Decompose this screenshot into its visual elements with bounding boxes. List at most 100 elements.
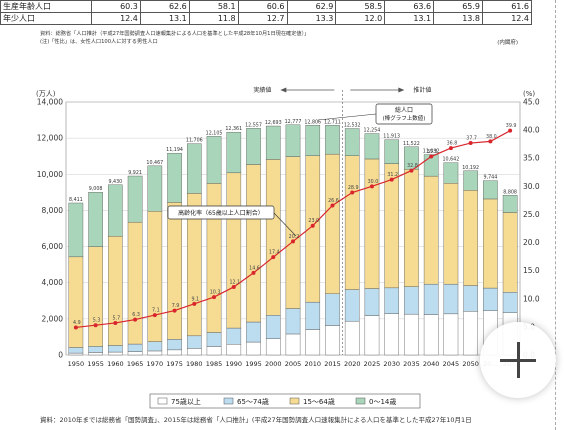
aging-rate-point [152,313,157,318]
bar-segment [285,308,301,335]
bar-segment [443,313,459,356]
legend-label: 0～14歳 [369,397,396,406]
footnote: 資料：2010年までは総務省「国勢調査」、2015年は総務省「人口推計」(平成2… [40,416,472,424]
aging-rate-point [93,323,98,328]
bar-segment [88,192,103,247]
sex-ratio-note: (注)「性比」は、女性人口100人に対する男性人口 [40,39,158,45]
aging-rate-label: 23.0 [308,218,319,224]
total-label: 12,711 [324,119,341,125]
total-label: 9,008 [89,186,103,192]
aging-rate-point [212,295,217,300]
aging-rate-label: 5.7 [113,315,121,321]
bar-segment [226,344,242,356]
zoom-in-button[interactable] [480,322,556,398]
bar-segment [147,211,163,342]
x-tick-label: 1975 [166,360,183,368]
bar-segment [88,352,103,356]
x-tick-label: 1950 [68,360,85,368]
aging-rate-label: 4.9 [73,320,81,326]
aging-rate-label: 7.9 [172,303,180,309]
aging-rate-point [409,168,414,173]
bar-segment [265,315,281,339]
x-tick-label: 2005 [285,360,302,368]
bar-segment [423,314,439,356]
legend-label: 65～74歳 [237,397,269,406]
left-tick-label: 0 [58,351,63,360]
total-callout-sub: (棒グラフ上数値) [383,114,426,122]
actual-label: 実績値 [253,86,271,94]
x-tick-label: 2040 [423,360,440,368]
aging-rate-point [429,154,434,159]
table-cell: 12.7 [237,12,288,25]
bar-segment [344,155,360,290]
left-tick-label: 2,000 [42,314,64,323]
aging-rate-label: 30.0 [368,179,379,185]
total-label: 12,557 [245,122,262,128]
bar-segment [127,351,143,356]
bar-segment [265,159,281,316]
x-tick-label: 2025 [364,360,381,368]
total-label: 10,192 [462,165,479,171]
aging-rate-point [192,301,197,306]
right-tick-label: 15.0 [523,266,540,275]
bar-segment [325,325,340,356]
x-tick-label: 1965 [127,360,144,368]
bar-segment [364,133,380,160]
bar-segment [325,293,340,326]
left-tick-label: 4,000 [42,278,64,287]
source-agency: (内閣府) [497,40,518,46]
bar-segment [364,158,380,289]
x-tick-label: 2050 [462,360,479,368]
bar-segment [483,198,498,289]
bar-segment [384,287,400,314]
total-callout: 総人口 [395,106,413,114]
aging-rate-point [73,325,78,330]
left-tick-label: 6,000 [42,242,64,251]
total-label: 12,693 [265,120,282,126]
bar-segment [404,286,419,315]
bar-segment [147,350,163,356]
bar-segment [463,190,478,286]
bar-segment [404,169,419,287]
legend-swatch [157,397,168,405]
bar-segment [364,315,380,356]
aging-rate-label: 9.1 [191,296,199,302]
aging-rate-label: 36.8 [447,141,458,147]
bar-segment [88,346,103,353]
bar-segment [246,321,261,343]
total-label: 10,642 [443,157,460,163]
bar-segment [246,164,261,323]
total-label: 10,467 [146,160,163,166]
total-label: 8,411 [69,197,83,203]
aging-rate-point [310,223,315,228]
total-label: 11,913 [383,134,400,140]
bar-segment [384,139,400,164]
bar-segment [325,125,340,155]
right-tick-label: 25.0 [523,210,540,219]
aging-rate-point [271,255,276,260]
bar-segment [226,131,242,174]
aging-rate-point [231,284,236,289]
x-tick-label: 2015 [324,360,341,368]
x-tick-label: 1985 [206,360,223,368]
aging-rate-label: 38.0 [486,134,497,140]
projected-arrow-head [398,87,405,93]
page-divider [555,0,556,430]
aging-rate-point [488,139,493,144]
summary-table: 生産年齢人口 60.3 62.6 58.1 60.6 62.9 58.5 63.… [0,0,532,25]
x-tick-label: 1995 [245,360,262,368]
bar-segment [226,172,242,329]
aging-rate-label: 35.3 [427,149,438,155]
total-label: 9,921 [128,170,142,176]
total-label: 12,105 [206,130,223,136]
bar-segment [206,346,222,356]
bar-segment [127,343,143,352]
total-label: 11,194 [166,147,183,153]
bar-segment [108,184,123,237]
legend-swatch [355,397,366,405]
bar-segment [502,292,518,313]
bar-segment [265,338,281,356]
bar-segment [167,202,182,340]
bar-segment [285,124,301,157]
left-axis-unit: (万人) [36,90,56,98]
